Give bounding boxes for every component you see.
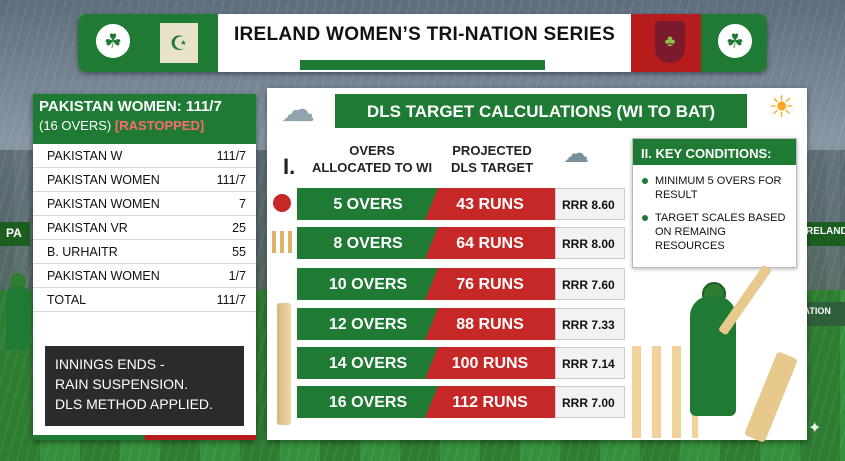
score-row-name: TOTAL (47, 293, 87, 307)
score-row-name: PAKISTAN WOMEN (47, 197, 160, 211)
score-row-value: 111/7 (216, 149, 246, 163)
bullet-icon (642, 178, 648, 184)
series-header: ☘ ☪ IRELAND WOMEN’S TRI-NATION SERIES ♣ … (78, 14, 767, 72)
dls-target: 43 RUNS (425, 188, 555, 220)
innings-notes: INNINGS ENDS - RAIN SUSPENSION. DLS METH… (45, 346, 244, 426)
dls-row: 16 OVERS 112 RUNS RRR 7.00 (297, 386, 625, 418)
key-condition-text: MINIMUM 5 OVERS FOR RESULT (655, 175, 782, 201)
stumps-illustration (632, 346, 698, 438)
dls-rrr: RRR 7.14 (555, 347, 625, 379)
fielder-head (10, 273, 26, 289)
dls-rrr: RRR 7.60 (555, 268, 625, 300)
score-row-value: 111/7 (216, 293, 246, 307)
series-title: IRELAND WOMEN’S TRI-NATION SERIES (233, 24, 616, 45)
dls-target: 88 RUNS (425, 308, 555, 340)
right-side-banner: RELAND (800, 222, 845, 246)
left-side-banner: PA (0, 222, 30, 246)
dls-rrr: RRR 7.00 (555, 386, 625, 418)
scorecard-overs: (16 OVERS) (39, 118, 112, 133)
target-column-header: PROJECTED DLS TARGET (427, 142, 557, 176)
key-condition-text: TARGET SCALES BASED ON REMAING RESOURCES (655, 212, 786, 252)
overs-column-header: OVERS ALLOCATED TO WI (307, 142, 437, 176)
score-row-value: 7 (239, 197, 246, 211)
scorecard-subtitle: (16 OVERS) [RASTOPPED] (39, 118, 250, 133)
score-row: PAKISTAN WOMEN 1/7 (33, 264, 256, 288)
note-line: INNINGS ENDS - (55, 356, 165, 372)
target-header-line: DLS TARGET (450, 160, 534, 175)
score-row-name: PAKISTAN WOMEN (47, 173, 160, 187)
key-conditions-title: II. KEY CONDITIONS: (633, 139, 796, 165)
overs-header-line: OVERS (349, 143, 395, 158)
score-row-name: PAKISTAN WOMEN (47, 269, 160, 283)
section-numeral: I. (283, 154, 296, 179)
score-row: PAKISTAN WOMEN 7 (33, 192, 256, 216)
scorecard-footer-stripe (33, 435, 256, 440)
key-conditions-box: II. KEY CONDITIONS: MINIMUM 5 OVERS FOR … (632, 138, 797, 268)
fielder-illustration (6, 286, 30, 350)
dls-row: 12 OVERS 88 RUNS RRR 7.33 (297, 308, 625, 340)
dls-target: 76 RUNS (425, 268, 555, 300)
score-row: PAKISTAN WOMEN 111/7 (33, 168, 256, 192)
dls-target: 112 RUNS (425, 386, 555, 418)
dls-rrr: RRR 8.60 (555, 188, 625, 220)
dls-row: 10 OVERS 76 RUNS RRR 7.60 (297, 268, 625, 300)
note-line: RAIN SUSPENSION. (55, 376, 189, 392)
shamrock-logo-icon: ☘ (93, 21, 133, 61)
score-row-value: 111/7 (216, 173, 246, 187)
dls-target: 64 RUNS (425, 227, 555, 259)
header-accent-bar (300, 60, 545, 70)
target-header-line: PROJECTED (452, 143, 532, 158)
dls-row: 5 OVERS 43 RUNS RRR 8.60 (297, 188, 625, 220)
score-row: PAKISTAN VR 25 (33, 216, 256, 240)
dls-overs: 10 OVERS (297, 268, 439, 300)
score-row-value: 25 (232, 221, 246, 235)
score-row: PAKISTAN W 111/7 (33, 144, 256, 168)
bullet-icon (642, 215, 648, 221)
scorecard-title: PAKISTAN WOMEN: 111/7 (39, 98, 222, 115)
sparkle-icon: ✦ (808, 420, 822, 437)
score-total-row: TOTAL 111/7 (33, 288, 256, 312)
score-row-value: 1/7 (228, 269, 246, 283)
score-row-value: 55 (232, 245, 246, 259)
overs-header-line: ALLOCATED TO WI (311, 160, 433, 175)
shamrock-logo-icon: ☘ (715, 21, 755, 61)
dls-overs: 8 OVERS (297, 227, 439, 259)
dls-overs: 12 OVERS (297, 308, 439, 340)
dls-rrr: RRR 8.00 (555, 227, 625, 259)
key-condition-item: TARGET SCALES BASED ON REMAING RESOURCES (633, 211, 796, 253)
dls-row: 14 OVERS 100 RUNS RRR 7.14 (297, 347, 625, 379)
score-row-name: PAKISTAN W (47, 149, 123, 163)
dls-overs: 5 OVERS (297, 188, 439, 220)
score-row-name: B. URHAITR (47, 245, 118, 259)
pakistan-scorecard: PAKISTAN WOMEN: 111/7 (16 OVERS) [RASTOP… (33, 94, 256, 440)
cricket-ball-icon (273, 194, 291, 212)
note-line: DLS METHOD APPLIED. (55, 396, 213, 412)
key-condition-item: MINIMUM 5 OVERS FOR RESULT (633, 174, 796, 202)
dls-title: DLS TARGET CALCULATIONS (WI TO BAT) (335, 94, 747, 128)
stumps-icon (272, 231, 292, 253)
score-row: B. URHAITR 55 (33, 240, 256, 264)
scorecard-status: [RASTOPPED] (114, 118, 205, 133)
dls-row: 8 OVERS 64 RUNS RRR 8.00 (297, 227, 625, 259)
cricket-bat-icon (277, 303, 291, 425)
dls-panel: ☁ DLS TARGET CALCULATIONS (WI TO BAT) ☀ … (267, 88, 807, 440)
rain-cloud-icon: ☁ (281, 91, 315, 129)
rain-cloud-icon: ☁ (563, 138, 589, 168)
pakistan-crest-icon: ☪ (160, 23, 198, 63)
score-row-name: PAKISTAN VR (47, 221, 128, 235)
dls-rrr: RRR 7.33 (555, 308, 625, 340)
scorecard-header: PAKISTAN WOMEN: 111/7 (16 OVERS) [RASTOP… (33, 94, 256, 144)
west-indies-crest-icon: ♣ (655, 21, 685, 63)
dls-overs: 14 OVERS (297, 347, 439, 379)
dls-target: 100 RUNS (425, 347, 555, 379)
sun-cloud-icon: ☀ (768, 91, 795, 124)
dls-overs: 16 OVERS (297, 386, 439, 418)
